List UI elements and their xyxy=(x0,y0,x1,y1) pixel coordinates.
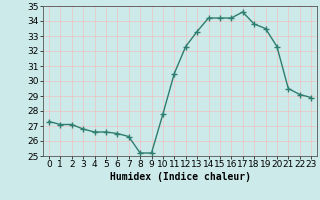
X-axis label: Humidex (Indice chaleur): Humidex (Indice chaleur) xyxy=(109,172,251,182)
